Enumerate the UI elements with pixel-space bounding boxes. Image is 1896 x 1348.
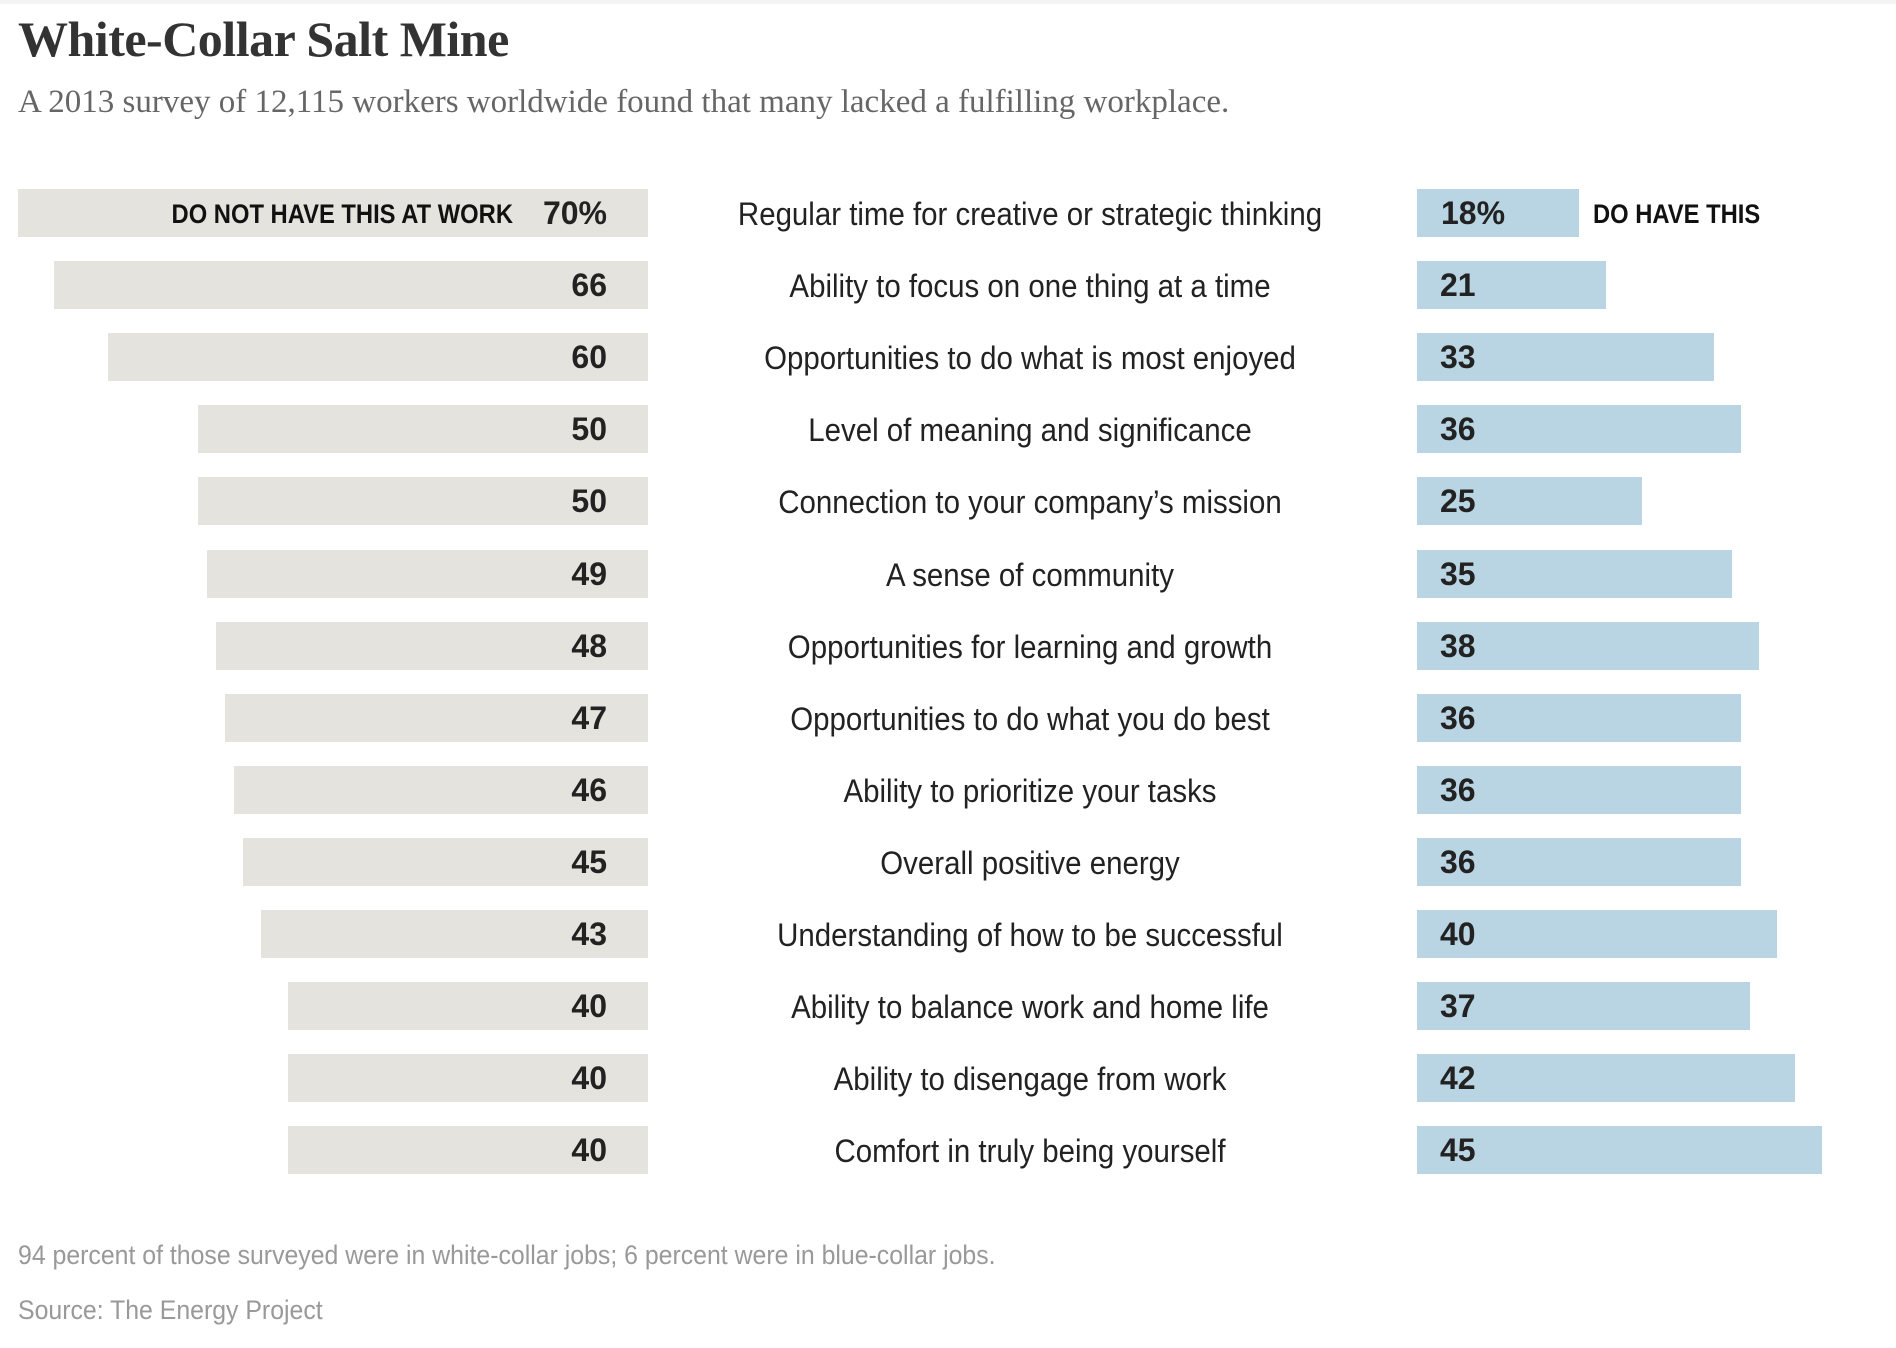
value-label-do-not-have: 40 [571, 1132, 607, 1168]
bar-do-have [1417, 550, 1732, 598]
bar-do-have [1417, 333, 1714, 381]
value-label-do-have: 36 [1440, 844, 1476, 880]
bar-do-have [1417, 1054, 1795, 1102]
category-label: A sense of community [886, 557, 1174, 593]
bar-do-have [1417, 261, 1606, 309]
bar-do-have [1417, 766, 1741, 814]
value-label-do-have: 37 [1440, 988, 1476, 1024]
value-label-do-not-have: 70% [542, 195, 607, 231]
category-label: Ability to balance work and home life [791, 989, 1269, 1025]
value-label-do-not-have: 40 [571, 1060, 607, 1096]
value-label-do-have: 36 [1440, 411, 1476, 447]
value-label-do-have: 25 [1440, 483, 1476, 519]
value-label-do-not-have: 47 [571, 700, 607, 736]
category-label: Comfort in truly being yourself [834, 1133, 1226, 1169]
value-label-do-have: 36 [1440, 772, 1476, 808]
bar-do-not-have [216, 622, 648, 670]
value-label-do-not-have: 48 [571, 628, 607, 664]
value-label-do-have: 35 [1440, 556, 1476, 592]
category-label: Ability to focus on one thing at a time [789, 268, 1271, 304]
bar-do-not-have [198, 477, 648, 525]
value-label-do-not-have: 45 [571, 844, 607, 880]
category-label: Opportunities to do what is most enjoyed [764, 340, 1296, 376]
source-note: Source: The Energy Project [18, 1295, 323, 1325]
legend-do-have: DO HAVE THIS [1593, 199, 1761, 229]
value-label-do-have: 18% [1441, 195, 1506, 231]
category-label: Opportunities for learning and growth [787, 629, 1273, 665]
value-label-do-not-have: 40 [571, 988, 607, 1024]
chart-title: White-Collar Salt Mine [18, 11, 509, 67]
value-label-do-have: 36 [1440, 700, 1476, 736]
bar-do-not-have [243, 838, 648, 886]
bar-do-have [1417, 694, 1741, 742]
category-label: Ability to prioritize your tasks [843, 773, 1217, 809]
footnote: 94 percent of those surveyed were in whi… [18, 1240, 996, 1270]
category-label: Understanding of how to be successful [777, 917, 1283, 953]
bar-do-not-have [207, 550, 648, 598]
value-label-do-not-have: 60 [571, 339, 607, 375]
value-label-do-have: 42 [1440, 1060, 1476, 1096]
category-label: Level of meaning and significance [808, 412, 1252, 448]
bar-do-not-have [288, 1054, 648, 1102]
bar-do-not-have [261, 910, 648, 958]
bar-do-have [1417, 405, 1741, 453]
value-label-do-have: 40 [1440, 916, 1476, 952]
legend-do-not-have: DO NOT HAVE THIS AT WORK [171, 199, 513, 229]
value-label-do-not-have: 49 [571, 556, 607, 592]
bar-do-not-have [288, 1126, 648, 1174]
value-label-do-have: 45 [1440, 1132, 1476, 1168]
category-label: Ability to disengage from work [833, 1061, 1227, 1097]
bar-do-not-have [54, 261, 648, 309]
bar-do-not-have [225, 694, 648, 742]
bar-do-have [1417, 622, 1759, 670]
value-label-do-not-have: 46 [571, 772, 607, 808]
top-border [0, 0, 1896, 4]
category-label: Overall positive energy [880, 845, 1180, 881]
bar-do-not-have [108, 333, 648, 381]
bar-do-have [1417, 838, 1741, 886]
value-label-do-have: 33 [1440, 339, 1476, 375]
bar-do-not-have [234, 766, 648, 814]
value-label-do-not-have: 43 [571, 916, 607, 952]
bar-do-have [1417, 477, 1642, 525]
bar-do-not-have [198, 405, 648, 453]
value-label-do-have: 38 [1440, 628, 1476, 664]
bar-do-have [1417, 1126, 1822, 1174]
category-label: Regular time for creative or strategic t… [737, 196, 1323, 232]
bar-do-not-have [288, 982, 648, 1030]
value-label-do-have: 21 [1440, 267, 1476, 303]
bar-do-not-have [18, 189, 648, 237]
category-label: Connection to your company’s mission [778, 484, 1282, 520]
bar-do-have [1417, 189, 1579, 237]
bar-do-have [1417, 982, 1750, 1030]
value-label-do-not-have: 50 [571, 483, 607, 519]
category-label: Opportunities to do what you do best [790, 701, 1270, 737]
value-label-do-not-have: 66 [571, 267, 607, 303]
bar-do-have [1417, 910, 1777, 958]
chart-subtitle: A 2013 survey of 12,115 workers worldwid… [18, 84, 1230, 120]
value-label-do-not-have: 50 [571, 411, 607, 447]
